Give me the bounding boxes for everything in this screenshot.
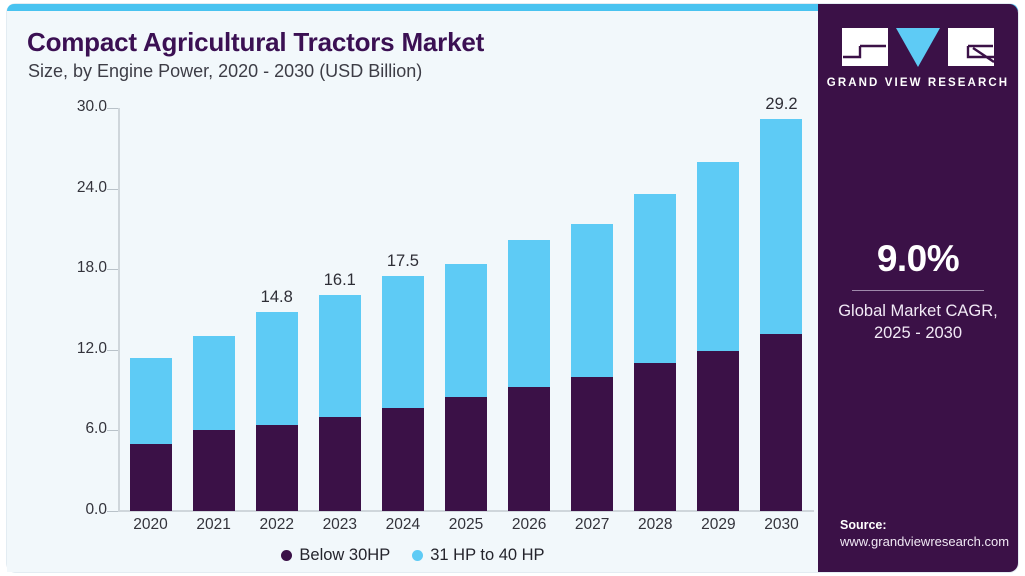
y-axis-tick-label: 24.0 [76,178,107,196]
y-axis-tick-label: 18.0 [76,259,107,277]
bar-data-label: 16.1 [323,270,356,289]
source-label: Source: [840,518,887,532]
brand-logo: GRAND VIEW RESEARCH [818,26,1018,89]
legend-label: 31 HP to 40 HP [430,546,545,564]
cagr-value: 9.0% [876,238,960,279]
legend-item-below-30hp[interactable]: Below 30HP [281,546,390,565]
logo-r-icon [948,28,994,66]
bar-data-label: 14.8 [260,288,293,307]
logo-marks [842,26,994,68]
bar-segment-below-30hp[interactable] [381,407,424,511]
y-axis-tick [107,188,118,190]
bar-data-label: 17.5 [386,251,419,270]
chart-panel: Compact Agricultural Tractors Market Siz… [7,11,819,572]
bar-segment-31-40hp[interactable] [571,223,614,377]
x-axis-tick-label: 2022 [259,516,294,533]
page-subtitle: Size, by Engine Power, 2020 - 2030 (USD … [28,61,423,81]
chart-legend: Below 30HP 31 HP to 40 HP [7,546,819,565]
bar-stack[interactable] [192,336,235,511]
bar-stack[interactable]: 16.1 [318,271,361,511]
y-axis-tick [107,430,118,432]
y-axis-tick-label: 30.0 [76,98,107,115]
bar-segment-31-40hp[interactable] [318,294,361,417]
y-axis-tick [107,269,118,271]
brand-side-panel: GRAND VIEW RESEARCH 9.0% Global Market C… [818,4,1018,572]
bar-segment-below-30hp[interactable] [255,425,298,511]
bar-stack[interactable] [634,193,677,511]
bar-segment-below-30hp[interactable] [508,387,551,511]
x-axis-tick-label: 2026 [511,516,547,533]
y-axis-tick-label: 0.0 [85,501,107,518]
y-axis-line [118,108,120,511]
cagr-callout: 9.0% Global Market CAGR, 2025 - 2030 [818,240,1018,345]
bar-segment-31-40hp[interactable] [697,161,740,352]
bar-stack[interactable] [508,239,551,511]
legend-marker-icon [412,550,424,561]
bar-segment-below-30hp[interactable] [192,430,235,511]
bar-stack[interactable] [697,161,740,511]
y-axis-tick-label: 12.0 [76,339,107,357]
bar-stack[interactable]: 29.2 [760,95,803,511]
x-axis-tick-label: 2025 [448,516,484,533]
bar-stack[interactable]: 17.5 [381,252,424,511]
bar-segment-below-30hp[interactable] [760,333,803,511]
source-url[interactable]: www.grandviewresearch.com [840,534,1010,549]
bar-segment-31-40hp[interactable] [255,312,298,426]
page-title: Compact Agricultural Tractors Market [27,27,485,57]
x-axis-tick-label: 2027 [574,516,610,533]
bar-segment-31-40hp[interactable] [381,275,424,408]
bar-stack[interactable] [445,263,487,511]
y-axis-tick [107,511,118,512]
brand-logo-text: GRAND VIEW RESEARCH [826,77,1010,89]
bar-segment-below-30hp[interactable] [318,416,361,511]
x-axis-tick-label: 2030 [764,516,799,533]
bar-segment-31-40hp[interactable] [760,118,803,334]
bar-segment-below-30hp[interactable] [445,396,487,511]
bar-segment-31-40hp[interactable] [192,336,235,431]
x-axis-tick-label: 2028 [638,516,673,533]
x-axis-tick-label: 2029 [701,516,736,533]
x-axis-tick-label: 2020 [133,516,168,533]
bar-stack[interactable] [129,357,172,511]
bar-segment-below-30hp[interactable] [634,363,677,511]
cagr-caption-line-1: Global Market CAGR, [838,302,998,320]
cagr-caption: Global Market CAGR, 2025 - 2030 [818,301,1018,345]
cagr-caption-line-2: 2025 - 2030 [873,323,963,342]
x-axis-tick-label: 2023 [322,516,358,533]
bar-stack[interactable] [571,223,614,511]
bar-data-label: 29.2 [765,94,798,113]
logo-v-icon [896,28,940,67]
bar-segment-31-40hp[interactable] [508,239,551,388]
bar-segment-below-30hp[interactable] [697,351,740,511]
bar-segment-31-40hp[interactable] [445,263,487,397]
x-axis-tick-label: 2021 [196,516,231,533]
x-axis-line [118,510,814,512]
legend-marker-icon [281,550,293,561]
plot-area: 14.8 16.1 17.5 29.2 [119,95,813,511]
legend-item-31-40hp[interactable]: 31 HP to 40 HP [412,546,545,565]
y-axis-tick [107,349,118,351]
bar-segment-below-30hp[interactable] [571,376,614,511]
y-axis-tick-label: 6.0 [85,420,107,438]
cagr-divider [852,290,984,291]
bar-segment-31-40hp[interactable] [129,357,172,444]
bar-segment-below-30hp[interactable] [129,443,172,511]
y-axis-tick [107,108,118,109]
x-axis-tick-label: 2024 [385,516,421,533]
logo-g-icon [842,28,888,66]
bar-stack[interactable]: 14.8 [255,288,298,511]
legend-label: Below 30HP [299,546,391,564]
top-accent-bar [7,4,1018,11]
source-block: Source: www.grandviewresearch.com [840,518,1010,549]
bar-segment-31-40hp[interactable] [634,193,677,364]
